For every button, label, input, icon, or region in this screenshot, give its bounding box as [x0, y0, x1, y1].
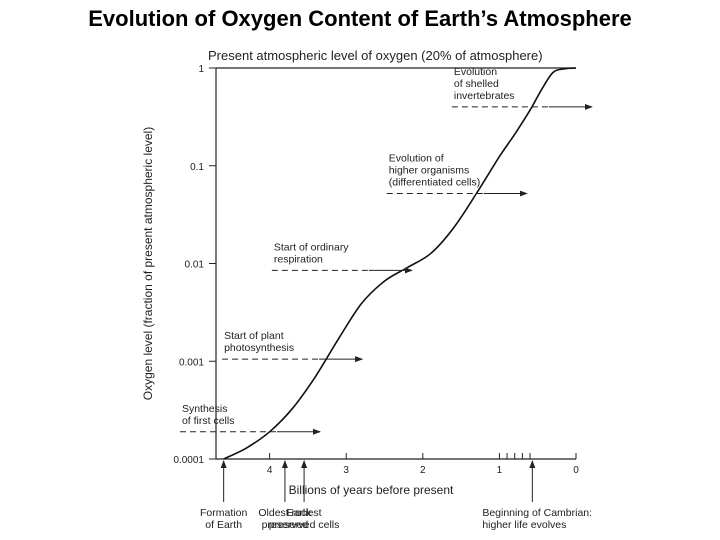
event-label: preserved [262, 519, 309, 531]
x-tick-label: 4 [267, 465, 273, 476]
x-axis-label: Billions of years before present [289, 483, 454, 497]
event-label: of Earth [205, 519, 242, 531]
event-label: Earliest [287, 507, 322, 519]
y-tick-label: 0.1 [190, 162, 204, 173]
annotation-label: Synthesis [182, 403, 228, 415]
annotation-label: Start of ordinary [274, 241, 349, 253]
x-tick-label: 1 [497, 465, 503, 476]
x-tick-label: 2 [420, 465, 426, 476]
annotation-label: Evolution [454, 66, 497, 78]
event-label: preserved cells [269, 519, 340, 531]
oxygen-curve [223, 67, 577, 460]
annotation-label: Start of plant [224, 330, 284, 342]
annotation-label: Evolution of [389, 153, 444, 165]
y-tick-label: 0.0001 [173, 455, 204, 466]
event-label: Oldest rock [258, 507, 312, 519]
annotation-label: (differentiated cells) [389, 177, 480, 189]
y-tick-label: 0.01 [185, 260, 205, 271]
y-axis-label: Oxygen level (fraction of present atmosp… [141, 127, 155, 400]
annotation-label: of shelled [454, 78, 499, 90]
event-label: Formation [200, 507, 247, 519]
annotation-label: higher organisms [389, 165, 470, 177]
annotation-label: photosynthesis [224, 342, 294, 354]
x-tick-label: 3 [343, 465, 349, 476]
annotation-label: of first cells [182, 415, 235, 427]
annotation-label: invertebrates [454, 90, 515, 102]
x-tick-label: 0 [573, 465, 579, 476]
event-label: higher life evolves [482, 519, 566, 531]
y-tick-label: 1 [198, 64, 204, 75]
y-tick-label: 0.001 [179, 357, 204, 368]
annotation-label: respiration [274, 253, 323, 265]
slide-title: Evolution of Oxygen Content of Earth’s A… [88, 6, 632, 31]
event-label: Beginning of Cambrian: [482, 507, 592, 519]
chart-title: Present atmospheric level of oxygen (20%… [208, 48, 543, 63]
